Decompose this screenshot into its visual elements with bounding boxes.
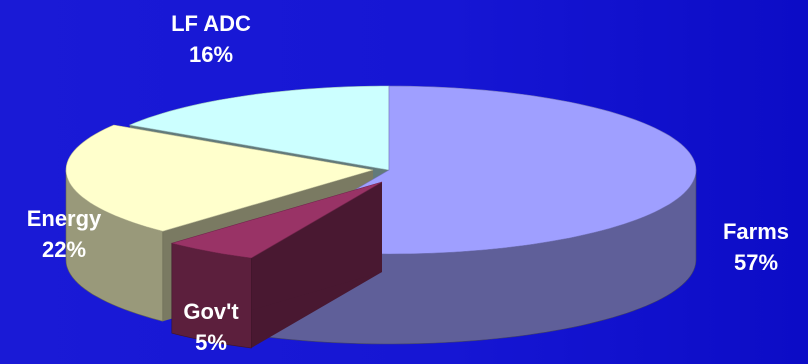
slice-label-energy: Energy 22% <box>27 203 102 265</box>
farms-percent: 57% <box>733 250 779 275</box>
farms-name: Farms <box>722 219 790 244</box>
slice-label-farms: Farms 57% <box>723 216 789 278</box>
slice-top-lf-adc <box>128 85 390 171</box>
slice-label-lf-adc: LF ADC 16% <box>171 8 251 70</box>
slice-top-energy <box>65 124 374 232</box>
lf-adc-name: LF ADC <box>171 11 251 36</box>
govt-name: Gov't <box>183 299 239 324</box>
lf-adc-percent: 16% <box>188 42 234 67</box>
energy-percent: 22% <box>41 237 87 262</box>
energy-name: Energy <box>26 206 102 231</box>
govt-percent: 5% <box>195 330 227 355</box>
slice-label-govt: Gov't 5% <box>183 296 238 358</box>
slice-top-gov-t <box>170 181 383 259</box>
